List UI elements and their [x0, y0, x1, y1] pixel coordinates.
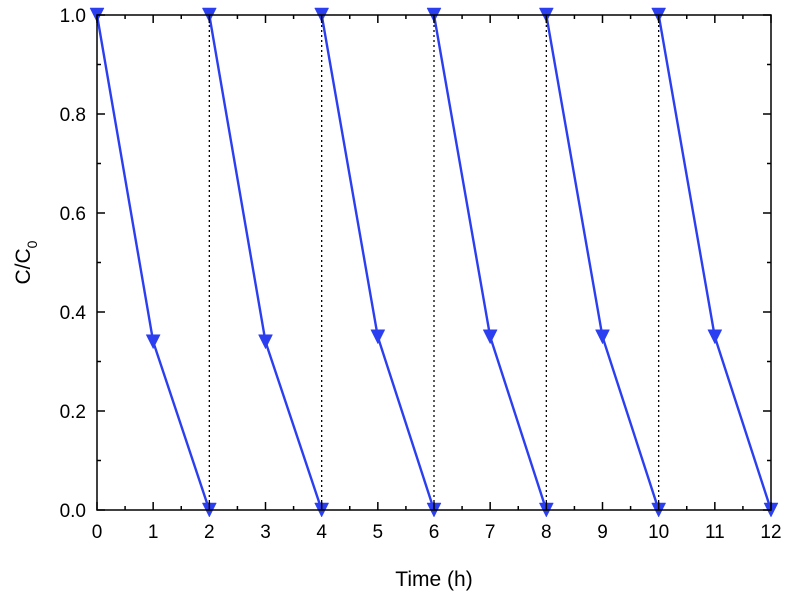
y-axis-title-main: C/C [12, 248, 35, 284]
x-axis-title: Time (h) [395, 568, 472, 591]
x-tick-label: 8 [541, 522, 552, 543]
series-line [208, 14, 323, 511]
series-line [545, 14, 660, 511]
y-axis-title-subscript: 0 [24, 240, 40, 248]
series-line [320, 14, 436, 511]
data-point-marker [707, 329, 723, 345]
data-point-marker [370, 329, 386, 345]
x-tick-label: 7 [485, 522, 496, 543]
data-point-marker [258, 334, 273, 350]
series-line [95, 14, 211, 511]
data-point-marker [145, 334, 161, 350]
y-tick-label: 0.0 [60, 501, 86, 522]
y-tick-label: 0.8 [60, 105, 86, 126]
x-tick-label: 11 [705, 522, 725, 543]
series-line [432, 14, 548, 511]
series-line [657, 14, 773, 511]
x-tick-label: 2 [204, 522, 215, 543]
x-tick-label: 6 [429, 522, 440, 543]
x-tick-label: 4 [316, 522, 327, 543]
tick-labels: 0 1 2 3 4 5 6 7 8 9 10 11 120.00.20.40.60.81.0 [60, 6, 782, 543]
data-point-marker [595, 329, 610, 345]
x-tick-label: 1 [148, 522, 159, 543]
y-tick-label: 1.0 [60, 6, 86, 27]
data-point-marker [482, 329, 498, 345]
cycle-separators [208, 15, 660, 510]
x-tick-label: 3 [260, 522, 271, 543]
y-tick-label: 0.4 [60, 303, 87, 324]
x-tick-label: 5 [373, 522, 384, 543]
x-tick-label: 10 [648, 522, 669, 543]
y-tick-label: 0.6 [60, 204, 86, 225]
y-tick-label: 0.2 [60, 402, 86, 423]
x-tick-label: 0 [92, 522, 103, 543]
axis-ticks [96, 14, 772, 511]
x-tick-label: 12 [760, 522, 781, 543]
x-tick-label: 9 [597, 522, 608, 543]
y-axis-title-group: C/C0 [12, 240, 40, 284]
y-axis-title: C/C0 [12, 240, 40, 284]
